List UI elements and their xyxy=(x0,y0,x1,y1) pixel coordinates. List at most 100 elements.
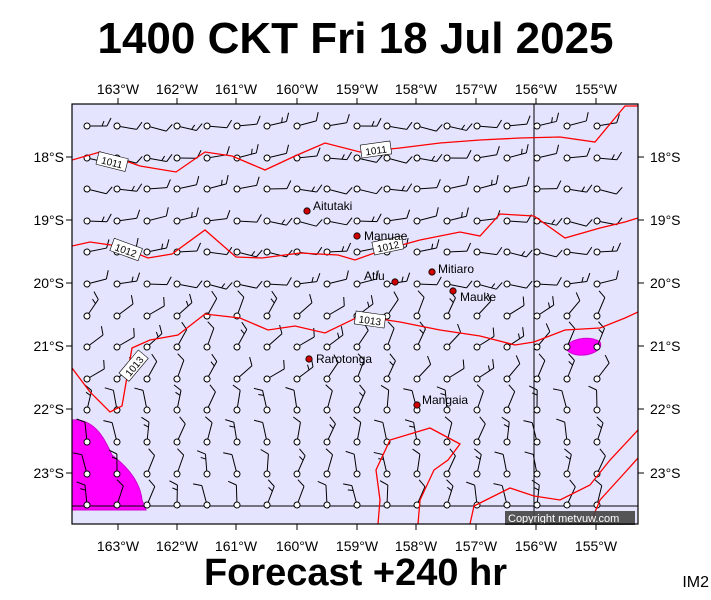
wind-barb xyxy=(293,112,319,130)
lon-label-bottom-158w: 158°W xyxy=(395,538,438,554)
wind-barb xyxy=(563,292,581,320)
lon-label-top-156w: 156°W xyxy=(515,81,558,97)
wind-barb xyxy=(383,321,395,351)
wind-barb xyxy=(593,270,619,288)
svg-text:1012: 1012 xyxy=(376,240,400,255)
wind-barb xyxy=(141,416,151,446)
wind-barb xyxy=(413,153,443,162)
wind-barb xyxy=(383,154,413,164)
wind-barb xyxy=(253,387,271,414)
wind-barb xyxy=(323,416,336,446)
wind-barb xyxy=(353,270,379,288)
wind-barb xyxy=(524,451,541,478)
lat-label-right-19s: 19°S xyxy=(650,212,681,228)
wind-barb xyxy=(83,213,112,225)
wind-barb xyxy=(113,479,124,509)
wind-barb xyxy=(563,353,575,383)
lat-label-right-21s: 21°S xyxy=(650,338,681,354)
wind-barb xyxy=(503,384,516,414)
wind-barb xyxy=(503,327,525,351)
wind-barb xyxy=(293,217,323,227)
wind-barb xyxy=(563,321,576,351)
wind-barb xyxy=(293,479,305,509)
wind-barb xyxy=(323,151,352,162)
wind-barb xyxy=(293,293,313,320)
lat-label-left-19s: 19°S xyxy=(33,212,64,228)
wind-barb xyxy=(323,384,333,414)
wind-barb xyxy=(317,480,331,509)
wind-barb xyxy=(203,416,213,446)
wind-barb xyxy=(113,183,143,193)
svg-text:Rarotonga: Rarotonga xyxy=(316,352,372,366)
wind-barb xyxy=(233,356,253,383)
wind-barb xyxy=(353,213,382,225)
wind-barb xyxy=(263,112,290,130)
wind-barb xyxy=(353,185,383,195)
wind-barb xyxy=(473,174,499,193)
lat-label-left-21s: 21°S xyxy=(33,338,64,354)
wind-barb xyxy=(228,480,241,509)
wind-barb xyxy=(113,327,135,351)
wind-barb xyxy=(503,248,533,258)
lat-label-right-23s: 23°S xyxy=(650,465,681,481)
wind-barb xyxy=(353,384,366,414)
wind-barb xyxy=(563,246,593,256)
wind-barb xyxy=(593,114,620,130)
wind-barb xyxy=(413,355,432,383)
wind-barb xyxy=(203,119,233,130)
lon-label-bottom-156w: 156°W xyxy=(515,538,558,554)
wind-barb xyxy=(113,209,141,225)
wind-barb xyxy=(263,144,290,162)
wind-barb xyxy=(134,387,151,414)
axis-ticks xyxy=(66,98,644,530)
wind-barb xyxy=(253,419,271,446)
wind-barb xyxy=(436,386,451,414)
wind-barb xyxy=(143,296,165,320)
wind-barb xyxy=(108,449,121,478)
isobar-label-1011-east: 1011 xyxy=(359,140,393,158)
wind-barb xyxy=(380,384,391,414)
wind-barb xyxy=(353,416,362,446)
wind-barb xyxy=(593,416,604,446)
wind-barb xyxy=(353,353,365,383)
svg-text:1013: 1013 xyxy=(358,314,382,328)
wind-barb xyxy=(83,270,109,288)
wind-barb xyxy=(533,112,560,130)
map-content xyxy=(72,104,638,524)
wind-barb xyxy=(503,280,533,289)
place-rarotonga: Rarotonga xyxy=(305,352,372,366)
isobar-labels: 1011 1011 1012 1012 1013 1013 xyxy=(95,140,405,382)
wind-barb xyxy=(473,280,503,290)
wind-barb xyxy=(443,416,453,446)
lat-label-left-18s: 18°S xyxy=(33,149,64,165)
lon-label-top-155w: 155°W xyxy=(575,81,618,97)
wind-barb xyxy=(473,448,482,478)
wind-barb xyxy=(413,207,439,225)
wind-barb xyxy=(232,384,241,414)
wind-barb xyxy=(473,119,503,130)
wind-barb xyxy=(233,214,262,225)
copyright-badge: Copyright metvuw.com xyxy=(505,511,635,525)
wind-barb xyxy=(413,239,440,256)
wind-barb xyxy=(83,239,110,256)
wind-barbs xyxy=(72,112,623,509)
lat-label-left-22s: 22°S xyxy=(33,401,64,417)
lon-label-top-163w: 163°W xyxy=(97,81,140,97)
wind-barb xyxy=(443,122,473,131)
wind-barb xyxy=(343,483,361,509)
map-frame xyxy=(71,103,639,525)
wind-barb xyxy=(593,354,610,383)
wind-barb xyxy=(143,276,172,288)
wind-barb xyxy=(260,449,271,478)
wind-barb xyxy=(533,217,563,226)
wind-barb xyxy=(83,185,113,195)
wind-barb xyxy=(233,280,263,289)
wind-barb xyxy=(473,292,492,320)
wind-barb xyxy=(443,149,472,162)
wind-barb xyxy=(494,451,511,478)
isobar-south-2 xyxy=(469,429,638,524)
lat-labels-left: 18°S 19°S 20°S 21°S 22°S 23°S xyxy=(33,149,64,481)
isobar-1011 xyxy=(72,105,638,173)
wind-barb xyxy=(173,448,185,478)
forecast-label: Forecast +240 hr xyxy=(203,552,508,594)
